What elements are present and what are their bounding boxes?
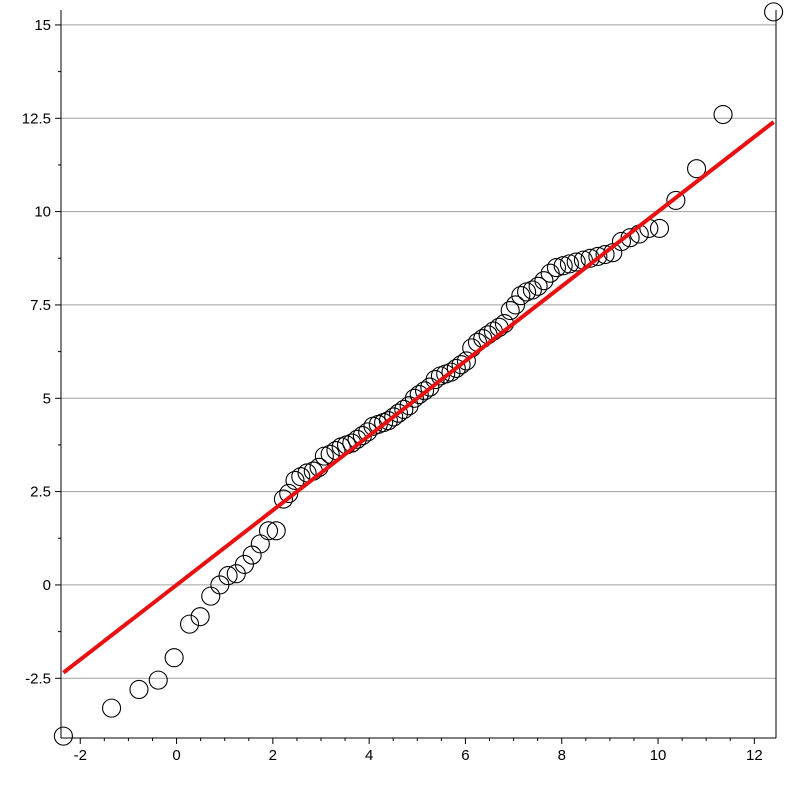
grid-lines [61, 24, 776, 679]
x-tick-label: 0 [172, 747, 180, 764]
data-point [414, 381, 435, 401]
data-point [441, 362, 461, 382]
data-point [528, 276, 548, 296]
data-point [266, 521, 286, 541]
data-point [285, 470, 305, 490]
y-tick-label: 2.5 [30, 484, 51, 501]
data-point [595, 244, 615, 265]
data-point [388, 403, 409, 423]
x-tick-label: -2 [74, 747, 87, 764]
data-point [451, 355, 471, 375]
data-point [559, 254, 579, 274]
y-tick-label: 5 [43, 390, 51, 407]
data-point [102, 698, 122, 718]
data-point [273, 489, 293, 509]
data-points [53, 2, 784, 746]
data-point [399, 396, 419, 416]
data-point [409, 384, 429, 405]
data-point [320, 444, 340, 464]
data-point [148, 670, 168, 690]
data-point [378, 411, 398, 431]
data-point [505, 295, 526, 315]
data-point [384, 407, 404, 427]
data-point [553, 256, 573, 276]
data-point [540, 263, 560, 283]
data-point [129, 679, 149, 700]
fit-line-group [62, 120, 775, 675]
data-point [666, 190, 686, 210]
data-point [258, 521, 279, 541]
data-point [649, 218, 670, 238]
data-point [420, 377, 440, 397]
y-tick-label: -2.5 [25, 670, 51, 687]
data-point [218, 566, 238, 586]
x-tick-label: 10 [650, 747, 667, 764]
data-point [291, 467, 311, 487]
axes [60, 10, 777, 739]
data-point [404, 388, 424, 408]
y-tick-label: 7.5 [30, 297, 51, 314]
data-point [522, 280, 542, 300]
data-point [456, 351, 476, 371]
x-tick-label: 2 [269, 747, 277, 764]
y-tick-label: 10 [34, 204, 51, 221]
data-point [546, 258, 566, 278]
data-point [53, 726, 73, 746]
data-point [394, 399, 414, 420]
data-point [314, 446, 334, 466]
x-tick-label: 4 [365, 747, 373, 764]
data-point [517, 282, 537, 302]
data-point [534, 271, 554, 291]
y-tick-label: 0 [43, 577, 51, 594]
data-point [511, 286, 531, 306]
data-point [687, 159, 707, 179]
x-tick-label: 6 [461, 747, 469, 764]
data-point [588, 246, 608, 266]
data-point [446, 358, 466, 378]
data-point [190, 607, 210, 627]
fit-line [62, 120, 775, 675]
data-point [164, 648, 184, 668]
data-point [500, 300, 520, 321]
x-tick-label: 12 [746, 747, 763, 764]
ticks: -2.5 0 2.5 5 7.5 10 12.5 15 -2 0 2 4 6 8 10 12 [22, 17, 763, 764]
data-point [611, 231, 631, 252]
data-point [713, 104, 733, 125]
x-tick-label: 8 [558, 747, 566, 764]
data-point [180, 614, 200, 634]
data-point [764, 2, 784, 22]
data-point [201, 586, 221, 606]
y-tick-label: 12.5 [22, 110, 51, 127]
data-point [566, 252, 586, 272]
y-tick-label: 15 [34, 17, 51, 34]
